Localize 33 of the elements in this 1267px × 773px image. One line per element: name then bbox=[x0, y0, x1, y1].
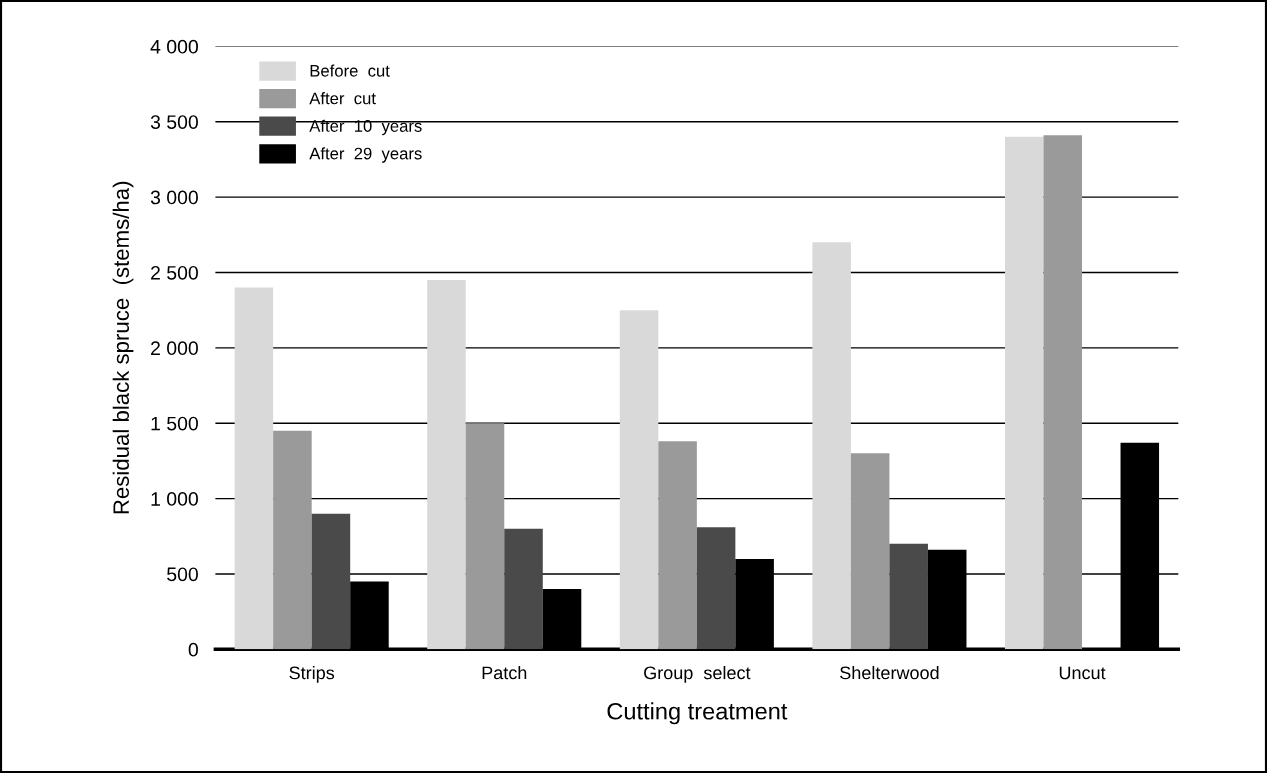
bar bbox=[619, 310, 659, 650]
bar bbox=[465, 423, 505, 650]
x-tick-label: Strips bbox=[289, 665, 335, 683]
bar bbox=[427, 280, 466, 650]
x-tick-label: Patch bbox=[482, 665, 527, 680]
y-tick-label: 4 000 bbox=[150, 39, 198, 54]
bar bbox=[889, 543, 928, 650]
bar bbox=[850, 453, 890, 650]
legend-label: Before cut bbox=[310, 64, 390, 77]
y-tick-label: 2 500 bbox=[151, 265, 198, 280]
x-axis-title: Cutting treatment bbox=[607, 702, 788, 725]
y-tick-label: 1 000 bbox=[151, 492, 198, 506]
x-tick-label: Uncut bbox=[1059, 666, 1106, 680]
bar bbox=[504, 528, 543, 650]
y-tick-label: 0 bbox=[188, 642, 198, 657]
bar bbox=[1043, 135, 1083, 650]
y-tick-label: 500 bbox=[167, 567, 198, 582]
bar bbox=[311, 513, 351, 650]
bar bbox=[696, 527, 736, 650]
bar bbox=[812, 242, 851, 650]
legend-label: After 29 years bbox=[309, 147, 422, 163]
y-tick-label: 1 500 bbox=[151, 416, 198, 431]
y-tick-label: 3 500 bbox=[150, 115, 198, 129]
bar bbox=[1004, 136, 1044, 650]
y-tick-label: 2 000 bbox=[151, 341, 198, 356]
legend-label: After cut bbox=[309, 92, 376, 105]
bar bbox=[234, 287, 274, 650]
y-axis-title: Residual black spruce (stems/ha) bbox=[112, 181, 134, 514]
bar bbox=[658, 441, 697, 650]
bar bbox=[273, 430, 312, 650]
y-tick-label: 3 000 bbox=[150, 190, 198, 205]
x-tick-label: Group select bbox=[644, 665, 751, 683]
x-tick-label: Shelterwood bbox=[840, 665, 939, 680]
